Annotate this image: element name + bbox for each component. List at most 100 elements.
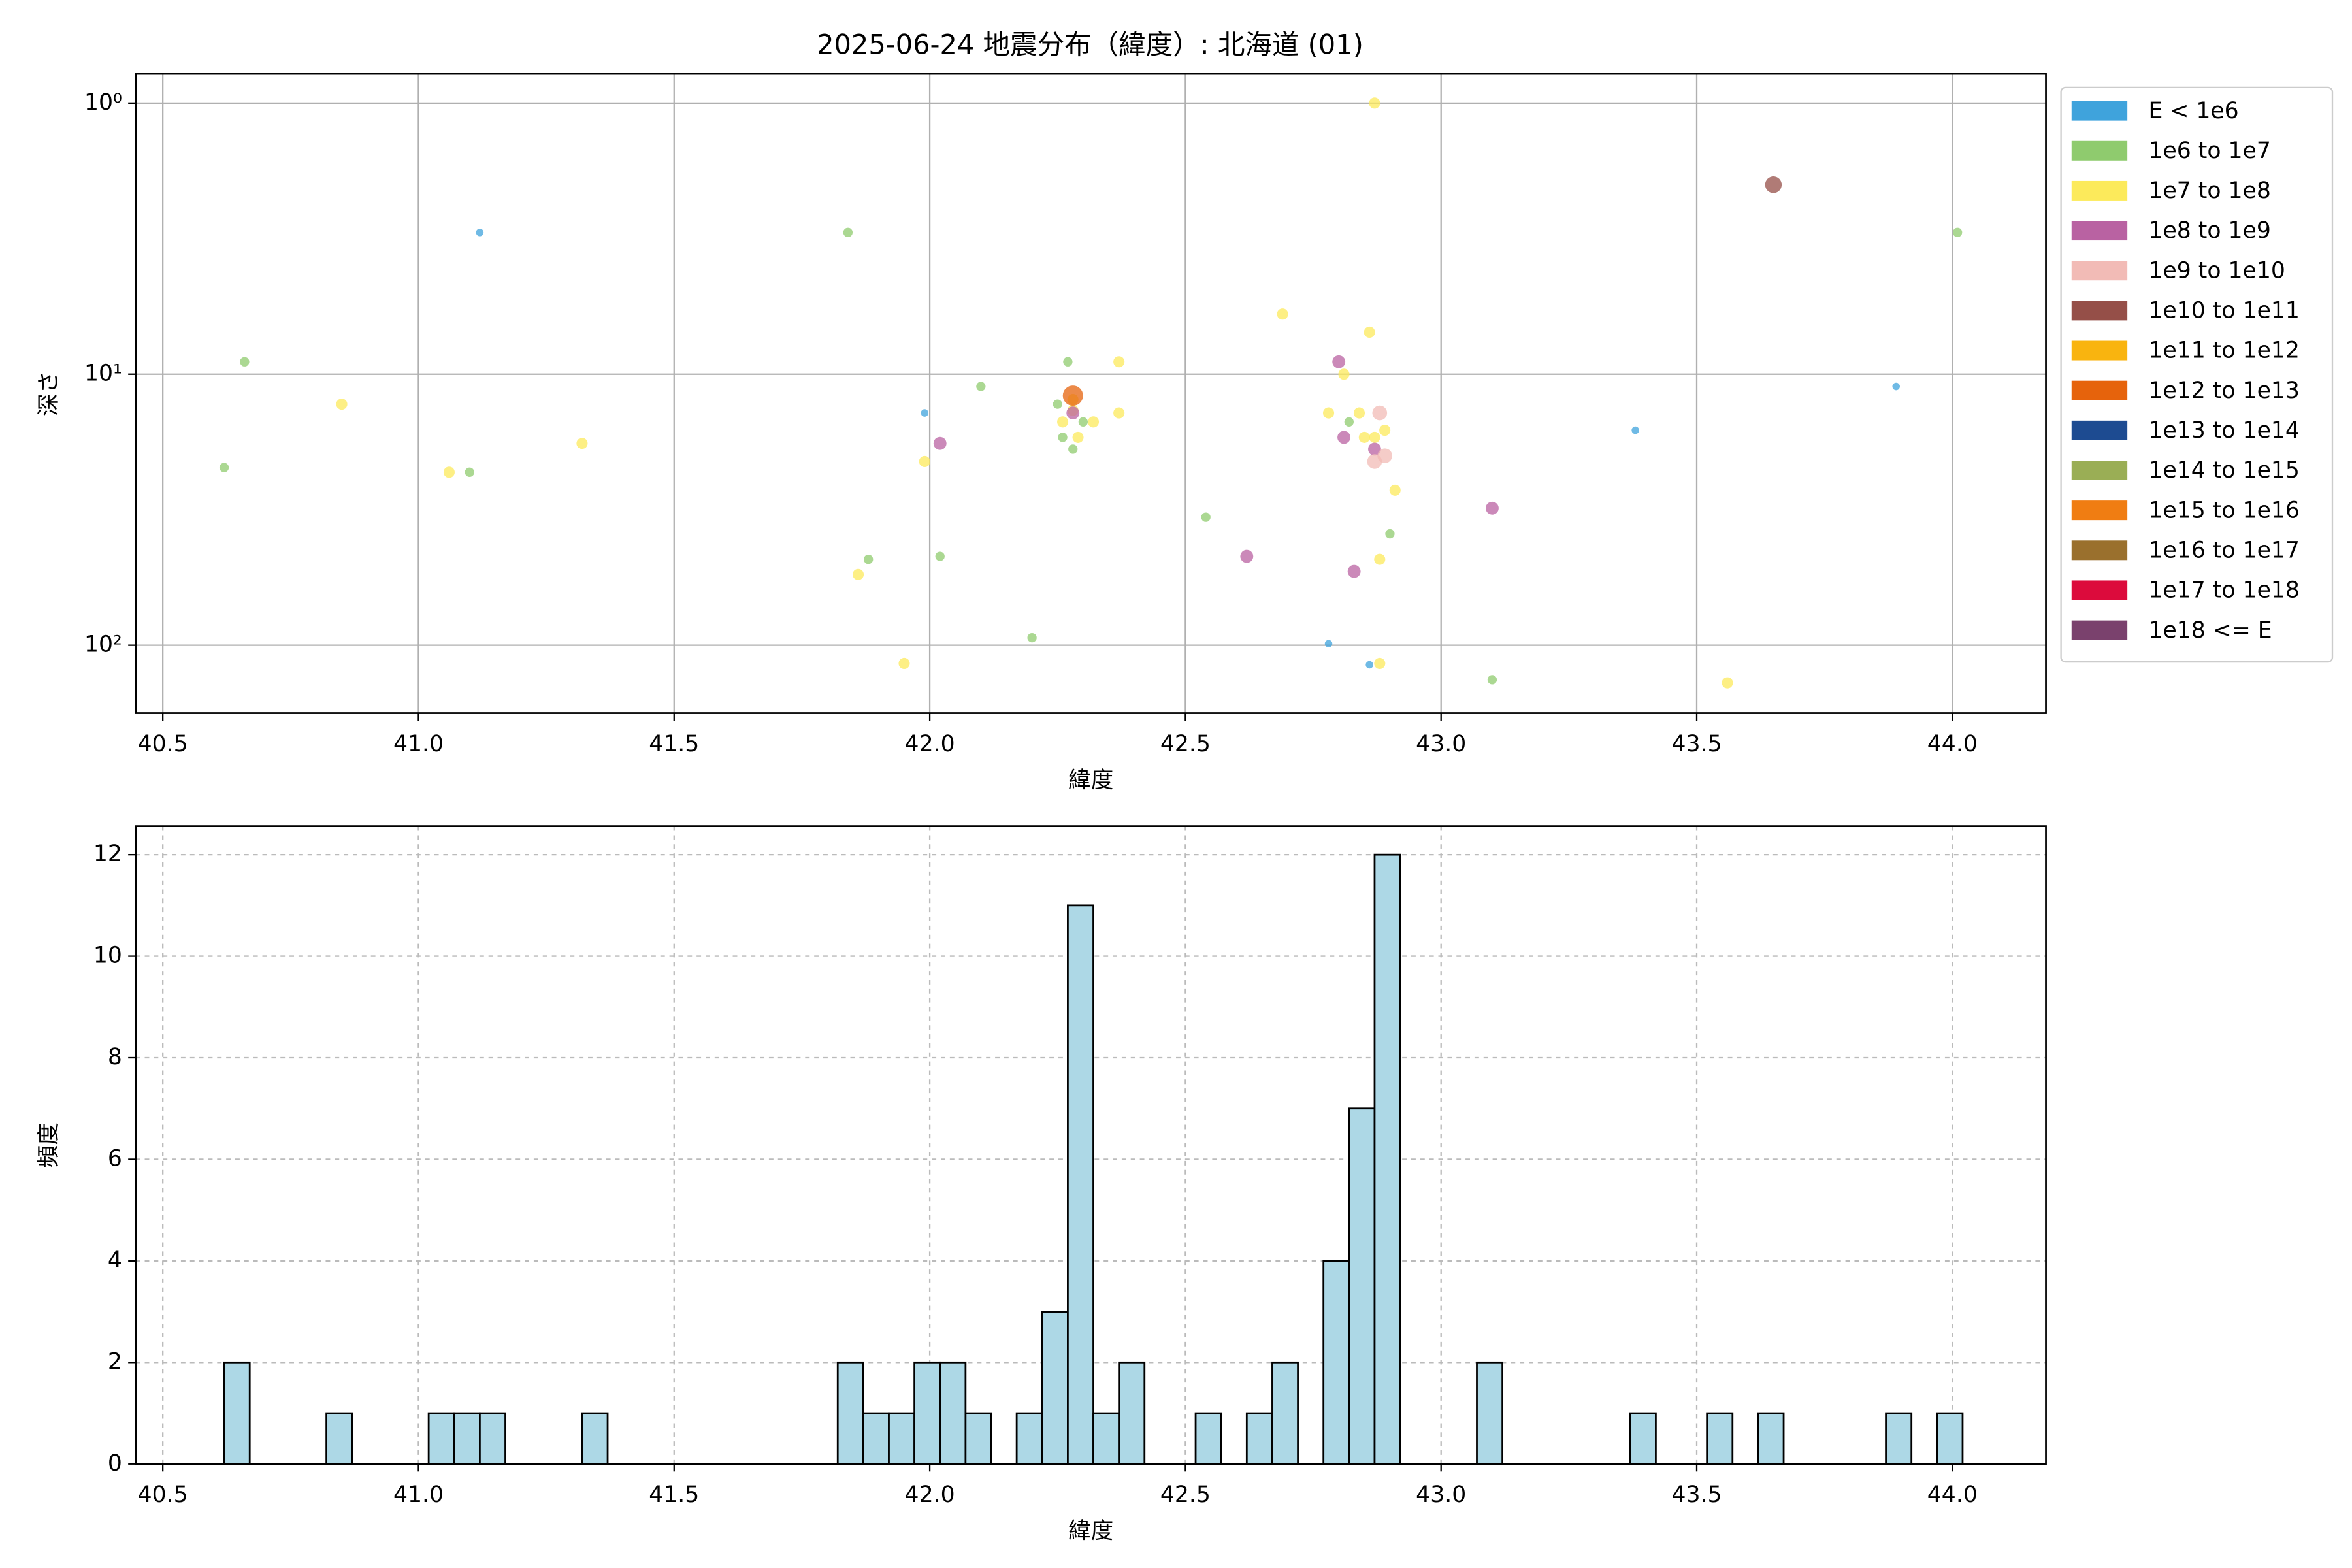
bar bbox=[325, 1412, 353, 1465]
point bbox=[1347, 564, 1361, 578]
x-tick-label: 40.5 bbox=[138, 1482, 188, 1508]
x-tick-label: 40.5 bbox=[138, 731, 188, 757]
point bbox=[1068, 444, 1078, 454]
x-tick-label: 43.5 bbox=[1671, 731, 1722, 757]
y-tick-label: 10¹ bbox=[84, 361, 122, 387]
legend-label: 1e9 to 1e10 bbox=[2148, 257, 2285, 284]
legend-label: 1e17 to 1e18 bbox=[2148, 578, 2299, 604]
legend-swatch bbox=[2071, 140, 2128, 161]
legend-label: E < 1e6 bbox=[2148, 98, 2238, 124]
point bbox=[1322, 407, 1335, 419]
point bbox=[1358, 431, 1370, 443]
point bbox=[935, 551, 945, 561]
y-tick-label: 10 bbox=[93, 943, 122, 969]
x-axis-label: 緯度 bbox=[1068, 1518, 1113, 1544]
y-tick-label: 10⁰ bbox=[84, 90, 122, 116]
point bbox=[843, 227, 853, 237]
legend-swatch bbox=[2071, 101, 2128, 121]
point bbox=[1062, 385, 1083, 406]
y-tick-label: 4 bbox=[108, 1247, 122, 1273]
bar bbox=[1348, 1107, 1376, 1465]
bar bbox=[479, 1412, 506, 1465]
point bbox=[1353, 407, 1365, 419]
point bbox=[1379, 425, 1391, 436]
legend-swatch bbox=[2071, 580, 2128, 600]
bar bbox=[862, 1412, 890, 1465]
point bbox=[1113, 407, 1125, 419]
x-tick-label: 42.0 bbox=[905, 731, 955, 757]
legend-label: 1e16 to 1e17 bbox=[2148, 537, 2299, 563]
y-tick-label: 10² bbox=[84, 632, 122, 658]
bar bbox=[1271, 1361, 1299, 1465]
point bbox=[240, 357, 250, 367]
bar bbox=[1067, 904, 1094, 1465]
bar bbox=[888, 1412, 915, 1465]
x-tick-label: 43.0 bbox=[1416, 1482, 1466, 1508]
legend-label: 1e7 to 1e8 bbox=[2148, 178, 2270, 204]
point bbox=[1078, 417, 1088, 427]
bar bbox=[1373, 853, 1401, 1465]
point bbox=[1369, 97, 1380, 109]
y-tick-label: 6 bbox=[108, 1145, 122, 1171]
bar bbox=[1118, 1361, 1146, 1465]
legend-label: 1e11 to 1e12 bbox=[2148, 338, 2299, 364]
bar bbox=[964, 1412, 992, 1465]
legend-swatch bbox=[2071, 620, 2128, 640]
x-tick-label: 41.0 bbox=[393, 731, 444, 757]
legend-swatch bbox=[2071, 340, 2128, 361]
y-tick-label: 12 bbox=[93, 841, 122, 867]
point bbox=[1027, 632, 1037, 643]
x-axis-label: 緯度 bbox=[1068, 767, 1113, 793]
point bbox=[1058, 433, 1068, 442]
point bbox=[1277, 308, 1288, 320]
legend-swatch bbox=[2071, 180, 2128, 201]
point bbox=[919, 455, 930, 467]
bar bbox=[1092, 1412, 1120, 1465]
point bbox=[1372, 405, 1388, 421]
x-tick-label: 44.0 bbox=[1927, 731, 1978, 757]
legend-swatch bbox=[2071, 380, 2128, 400]
point bbox=[1240, 549, 1254, 563]
legend-swatch bbox=[2071, 540, 2128, 561]
point bbox=[1486, 501, 1499, 515]
legend-label: 1e6 to 1e7 bbox=[2148, 138, 2270, 164]
bar bbox=[1629, 1412, 1657, 1465]
point bbox=[1337, 431, 1350, 444]
point bbox=[1892, 382, 1901, 391]
legend-swatch bbox=[2071, 221, 2128, 241]
bar bbox=[913, 1361, 941, 1465]
point bbox=[1389, 484, 1401, 496]
legend-swatch bbox=[2071, 261, 2128, 281]
y-axis-label: 頻度 bbox=[36, 1122, 62, 1168]
bar bbox=[1194, 1412, 1222, 1465]
legend-swatch bbox=[2071, 301, 2128, 321]
x-tick-label: 41.0 bbox=[393, 1482, 444, 1508]
bar bbox=[453, 1412, 481, 1465]
legend-label: 1e15 to 1e16 bbox=[2148, 497, 2299, 523]
point bbox=[921, 409, 929, 417]
bar bbox=[836, 1361, 864, 1465]
y-axis-label: 深さ bbox=[36, 371, 62, 416]
point bbox=[864, 554, 874, 564]
bar bbox=[1757, 1412, 1785, 1465]
bar bbox=[427, 1412, 455, 1465]
bar bbox=[939, 1361, 967, 1465]
axes-frame bbox=[135, 73, 2047, 714]
point bbox=[1332, 355, 1346, 368]
point bbox=[1338, 368, 1350, 380]
point bbox=[1374, 553, 1386, 565]
point bbox=[336, 399, 348, 410]
point bbox=[1066, 406, 1080, 420]
bar bbox=[1476, 1361, 1504, 1465]
point bbox=[443, 466, 455, 478]
point bbox=[1952, 227, 1963, 237]
point bbox=[1368, 442, 1381, 456]
legend-label: 1e8 to 1e9 bbox=[2148, 218, 2270, 244]
point bbox=[476, 229, 484, 237]
x-tick-label: 44.0 bbox=[1927, 1482, 1978, 1508]
point bbox=[1344, 417, 1354, 427]
bar bbox=[1706, 1412, 1734, 1465]
x-tick-label: 42.0 bbox=[905, 1482, 955, 1508]
x-tick-label: 43.5 bbox=[1671, 1482, 1722, 1508]
